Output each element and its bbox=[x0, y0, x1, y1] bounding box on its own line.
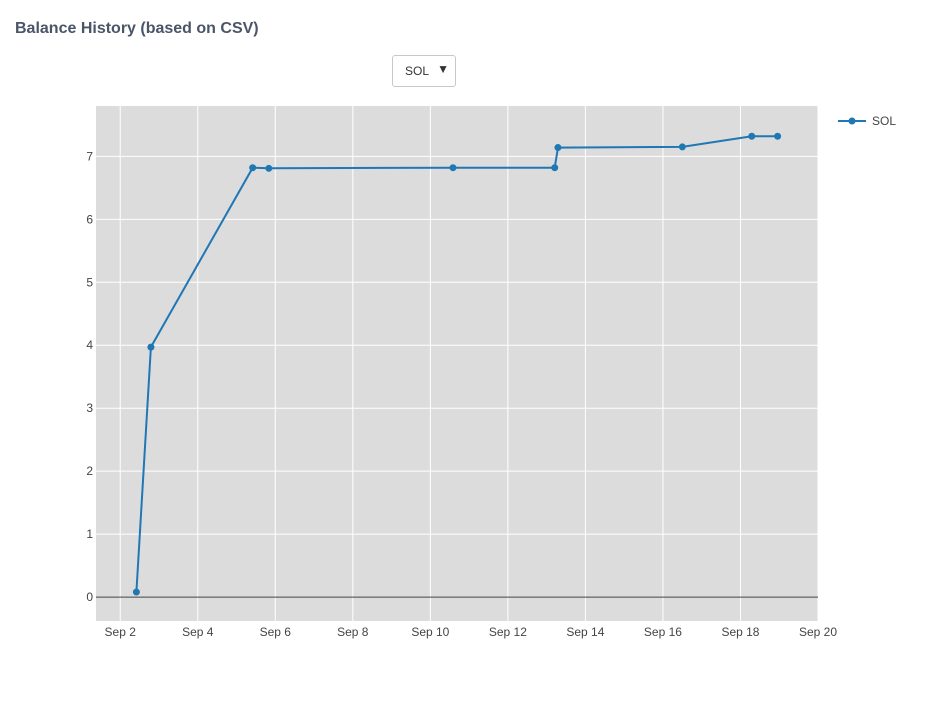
y-grid bbox=[96, 155, 818, 535]
x-tick-label: Sep 14 bbox=[566, 625, 604, 639]
y-tick-label: 5 bbox=[86, 275, 93, 289]
x-tick-label: Sep 6 bbox=[260, 625, 292, 639]
y-tick-label: 3 bbox=[86, 401, 93, 415]
asset-dropdown[interactable]: SOL ▼ bbox=[392, 55, 456, 87]
y-tick-label: 0 bbox=[86, 590, 93, 604]
data-point[interactable] bbox=[678, 143, 686, 151]
x-tick-label: Sep 16 bbox=[644, 625, 682, 639]
y-tick-label: 4 bbox=[86, 338, 93, 352]
x-tick-label: Sep 18 bbox=[721, 625, 759, 639]
series-points bbox=[132, 132, 782, 596]
dropdown-selected-value: SOL bbox=[405, 64, 430, 78]
x-tick-label: Sep 8 bbox=[337, 625, 369, 639]
page-title: Balance History (based on CSV) bbox=[15, 20, 259, 37]
x-tick-label: Sep 10 bbox=[411, 625, 449, 639]
x-tick-label: Sep 2 bbox=[105, 625, 137, 639]
series-line-sol bbox=[135, 135, 778, 593]
data-point[interactable] bbox=[554, 144, 562, 152]
triangle-down-icon: ▼ bbox=[437, 62, 449, 76]
legend-swatch-dot bbox=[848, 117, 856, 125]
legend[interactable]: SOL bbox=[838, 114, 896, 128]
x-tick-label: Sep 20 bbox=[799, 625, 837, 639]
data-point[interactable] bbox=[449, 164, 457, 172]
x-axis-ticks: Sep 2 Sep 4 Sep 6 Sep 8 Sep 10 Sep 12 Sep 14 Se… bbox=[105, 625, 838, 639]
x-tick-label: Sep 4 bbox=[182, 625, 214, 639]
legend-label: SOL bbox=[872, 114, 896, 128]
data-point[interactable] bbox=[265, 164, 273, 172]
x-tick-label: Sep 12 bbox=[489, 625, 527, 639]
data-point[interactable] bbox=[551, 164, 559, 172]
data-point[interactable] bbox=[147, 343, 155, 351]
plot-area bbox=[96, 106, 818, 621]
x-grid bbox=[119, 106, 819, 621]
y-axis-ticks: 0 1 2 3 4 5 6 7 bbox=[86, 149, 93, 604]
y-tick-label: 7 bbox=[86, 149, 93, 163]
data-point[interactable] bbox=[774, 132, 782, 140]
y-tick-label: 1 bbox=[86, 527, 93, 541]
data-point[interactable] bbox=[132, 588, 140, 596]
data-point[interactable] bbox=[748, 132, 756, 140]
data-point[interactable] bbox=[249, 164, 257, 172]
y-tick-label: 2 bbox=[86, 464, 93, 478]
y-tick-label: 6 bbox=[86, 212, 93, 226]
